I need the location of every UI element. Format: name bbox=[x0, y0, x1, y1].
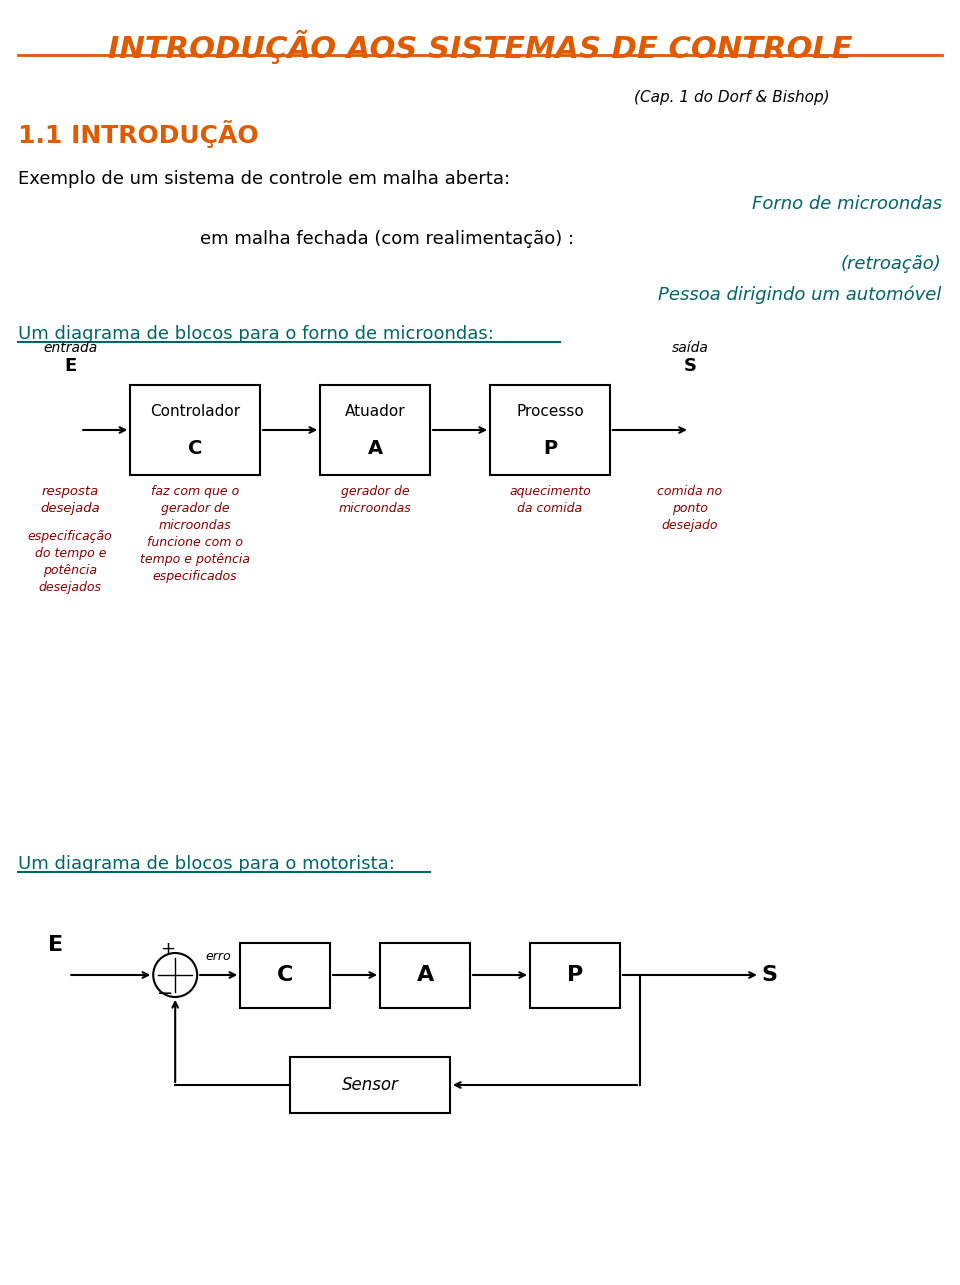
Text: resposta
desejada: resposta desejada bbox=[40, 484, 100, 515]
Text: especificação
do tempo e
potência
desejados: especificação do tempo e potência deseja… bbox=[28, 529, 112, 594]
Bar bbox=[490, 386, 610, 475]
Text: aquecimento
da comida: aquecimento da comida bbox=[509, 484, 590, 515]
Bar bbox=[290, 1058, 450, 1113]
Bar bbox=[320, 386, 430, 475]
Text: +: + bbox=[159, 941, 175, 959]
Text: S: S bbox=[684, 357, 696, 375]
Bar bbox=[240, 942, 330, 1007]
Text: 1.1 INTRODUÇÃO: 1.1 INTRODUÇÃO bbox=[18, 120, 259, 148]
Bar bbox=[380, 942, 470, 1007]
Bar bbox=[131, 386, 260, 475]
Text: Forno de microondas: Forno de microondas bbox=[752, 195, 942, 213]
Text: Processo: Processo bbox=[516, 405, 584, 419]
Text: C: C bbox=[276, 965, 294, 986]
Text: em malha fechada (com realimentação) :: em malha fechada (com realimentação) : bbox=[201, 230, 574, 248]
Text: Sensor: Sensor bbox=[342, 1076, 398, 1094]
Text: P: P bbox=[543, 438, 557, 457]
Text: entrada: entrada bbox=[43, 341, 97, 355]
Text: Atuador: Atuador bbox=[345, 405, 405, 419]
Text: P: P bbox=[566, 965, 583, 986]
Text: E: E bbox=[64, 357, 77, 375]
Text: E: E bbox=[48, 935, 62, 955]
Text: −: − bbox=[157, 983, 174, 1002]
Text: faz com que o
gerador de
microondas
funcione com o
tempo e potência
especificado: faz com que o gerador de microondas func… bbox=[140, 484, 251, 583]
Text: (retroação): (retroação) bbox=[841, 254, 942, 272]
Bar bbox=[530, 942, 620, 1007]
Text: saída: saída bbox=[671, 341, 708, 355]
Text: A: A bbox=[417, 965, 434, 986]
Text: erro: erro bbox=[205, 950, 231, 962]
Text: C: C bbox=[188, 438, 203, 457]
Text: Controlador: Controlador bbox=[150, 405, 240, 419]
Text: gerador de
microondas: gerador de microondas bbox=[339, 484, 412, 515]
Text: comida no
ponto
desejado: comida no ponto desejado bbox=[658, 484, 723, 532]
Text: A: A bbox=[368, 438, 383, 457]
Text: Um diagrama de blocos para o motorista:: Um diagrama de blocos para o motorista: bbox=[18, 855, 396, 873]
Text: INTRODUÇÃO AOS SISTEMAS DE CONTROLE: INTRODUÇÃO AOS SISTEMAS DE CONTROLE bbox=[108, 30, 852, 64]
Text: Um diagrama de blocos para o forno de microondas:: Um diagrama de blocos para o forno de mi… bbox=[18, 325, 494, 343]
Text: (Cap. 1 do Dorf & Bishop): (Cap. 1 do Dorf & Bishop) bbox=[635, 90, 829, 105]
Text: S: S bbox=[762, 965, 778, 986]
Text: Pessoa dirigindo um automóvel: Pessoa dirigindo um automóvel bbox=[659, 285, 942, 303]
Text: Exemplo de um sistema de controle em malha aberta:: Exemplo de um sistema de controle em mal… bbox=[18, 170, 511, 188]
